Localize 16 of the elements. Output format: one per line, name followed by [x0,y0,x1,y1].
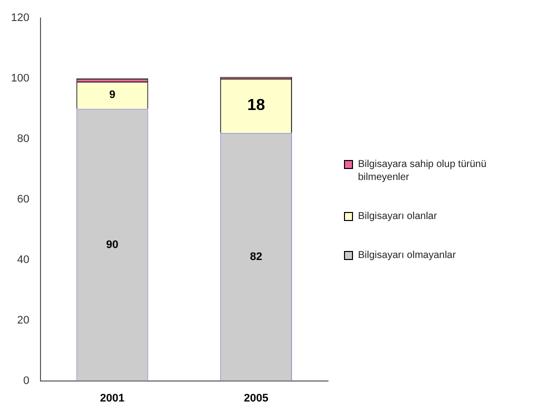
y-tick-label: 60 [17,193,30,206]
legend-label: Bilgisayarı olmayanlar [358,249,456,262]
data-label: 18 [247,97,266,114]
y-tick-label: 100 [10,72,30,84]
y-tick-label: 40 [17,254,30,266]
data-label: 9 [109,89,116,102]
x-tick-label: 2001 [100,392,125,404]
data-label: 90 [106,238,118,251]
y-tick-label: 120 [10,12,30,24]
y-tick-label: 20 [17,314,30,326]
legend-label: Bilgisayarı olanlar [358,210,437,223]
legend-label: Bilgisayara sahip olup türünü bilmeyenler [358,158,488,184]
x-tick-label: 2005 [244,392,268,404]
data-label: 82 [250,250,262,263]
y-tick-label: 0 [23,374,30,387]
y-tick-label: 80 [17,132,30,145]
